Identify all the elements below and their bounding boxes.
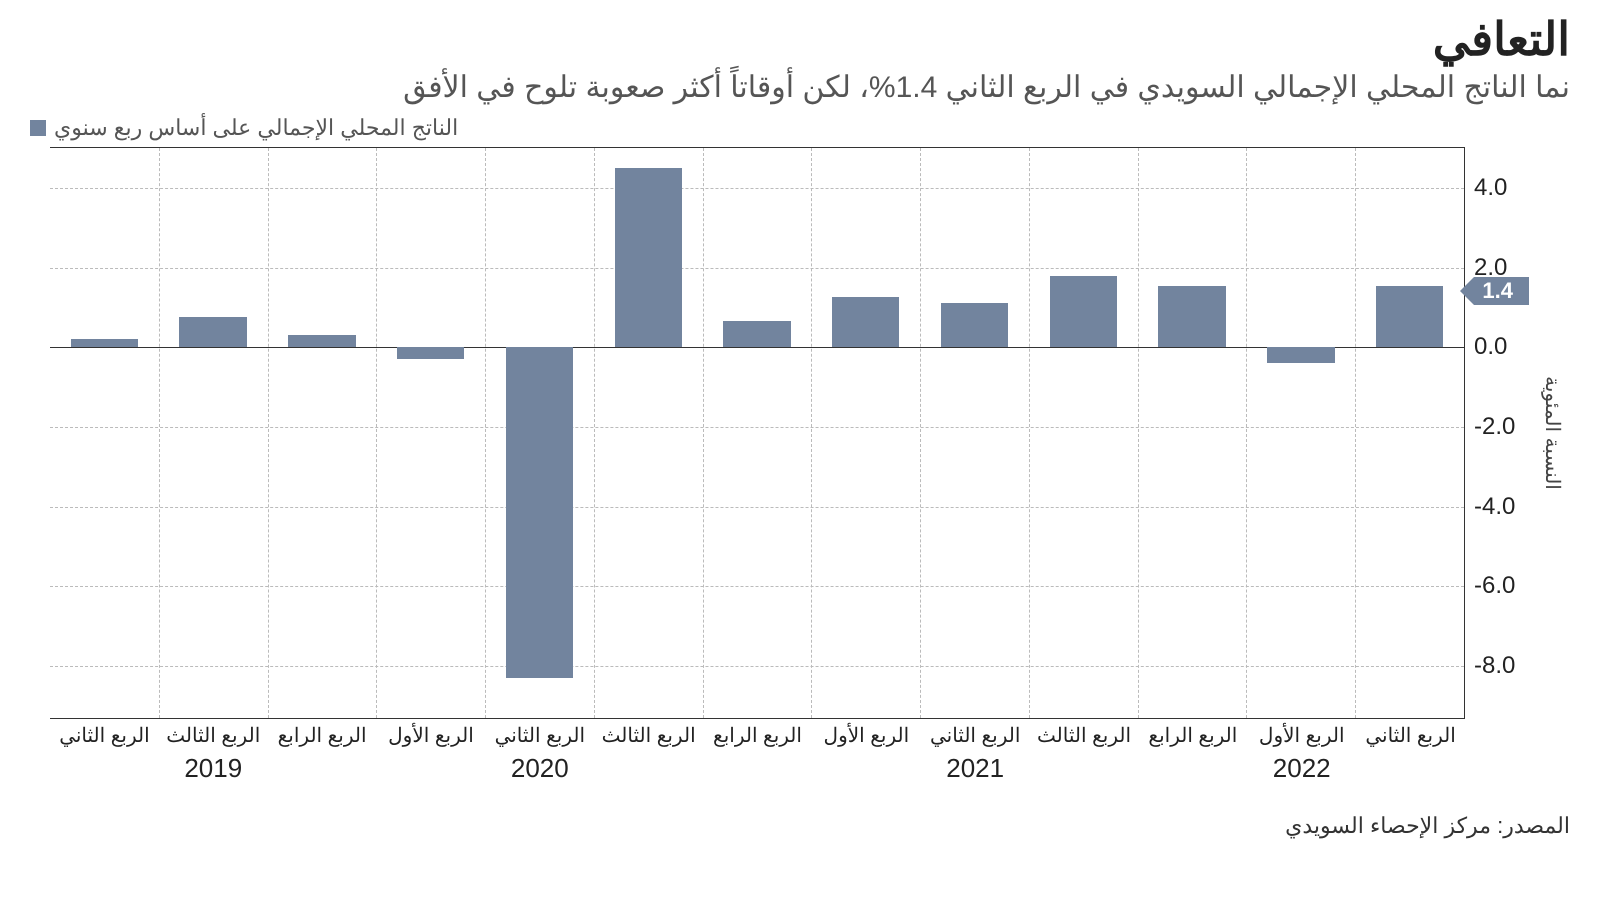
x-tick-quarter: الربع الأول bbox=[1259, 723, 1345, 748]
gridline-v bbox=[703, 148, 704, 718]
bar bbox=[397, 347, 464, 359]
legend-swatch bbox=[30, 120, 46, 136]
y-tick-label: -6.0 bbox=[1474, 572, 1534, 600]
bar bbox=[615, 168, 682, 347]
bar bbox=[941, 303, 1008, 347]
x-tick-quarter: الربع الثالث bbox=[1037, 723, 1131, 748]
chart-title: التعافي bbox=[30, 12, 1570, 66]
plot-area: النسبة المئوية 1.4 -8.0-6.0-4.0-2.00.02.… bbox=[50, 147, 1465, 719]
x-tick-quarter: الربع الأول bbox=[824, 723, 910, 748]
legend-label: الناتج المحلي الإجمالي على أساس ربع سنوي bbox=[54, 115, 458, 141]
x-tick-quarter: الربع الرابع bbox=[1148, 723, 1237, 748]
gridline-h bbox=[50, 507, 1464, 508]
y-tick-label: 2.0 bbox=[1474, 254, 1534, 282]
y-axis-label: النسبة المئوية bbox=[1540, 376, 1564, 490]
x-tick-quarter: الربع الثاني bbox=[1365, 723, 1455, 748]
bar bbox=[288, 335, 355, 347]
chart-subtitle: نما الناتج المحلي الإجمالي السويدي في ال… bbox=[30, 70, 1570, 105]
gridline-v bbox=[1138, 148, 1139, 718]
bar bbox=[1158, 286, 1225, 348]
bar bbox=[1267, 347, 1334, 363]
gridline-v bbox=[376, 148, 377, 718]
x-tick-quarter: الربع الثاني bbox=[59, 723, 149, 748]
bar bbox=[832, 297, 899, 347]
value-flag-text: 1.4 bbox=[1482, 278, 1513, 303]
x-tick-year: 2022 bbox=[1273, 753, 1331, 784]
x-tick-quarter: الربع الرابع bbox=[713, 723, 802, 748]
y-tick-label: 0.0 bbox=[1474, 333, 1534, 361]
gridline-h bbox=[50, 586, 1464, 587]
source-line: المصدر: مركز الإحصاء السويدي bbox=[30, 813, 1570, 839]
gridline-v bbox=[1355, 148, 1356, 718]
x-tick-year: 2019 bbox=[184, 753, 242, 784]
gridline-v bbox=[485, 148, 486, 718]
bar bbox=[723, 321, 790, 347]
gridline-h bbox=[50, 268, 1464, 269]
chart-container: النسبة المئوية 1.4 -8.0 -6.0 -4.0 -2.0 0.0 2.… bbox=[30, 147, 1570, 807]
bar bbox=[1376, 286, 1443, 348]
x-tick-quarter: الربع الأول bbox=[388, 723, 474, 748]
legend: الناتج المحلي الإجمالي على أساس ربع سنوي bbox=[30, 115, 1570, 141]
value-flag: 1.4 bbox=[1474, 277, 1529, 305]
x-axis-labels: الربع الثاني الربع الثالث 2019 الربع الرابع… bbox=[50, 719, 1465, 807]
x-tick-quarter: الربع الرابع bbox=[278, 723, 367, 748]
y-tick-label: -8.0 bbox=[1474, 652, 1534, 680]
gridline-v bbox=[594, 148, 595, 718]
gridline-v bbox=[159, 148, 160, 718]
gridline-v bbox=[268, 148, 269, 718]
gridline-h bbox=[50, 427, 1464, 428]
gridline-v bbox=[1246, 148, 1247, 718]
bar bbox=[179, 317, 246, 347]
x-tick-year: 2020 bbox=[511, 753, 569, 784]
x-tick-quarter: الربع الثالث bbox=[166, 723, 260, 748]
gridline-h bbox=[50, 188, 1464, 189]
gridline-v bbox=[811, 148, 812, 718]
gridline-v bbox=[920, 148, 921, 718]
bar bbox=[71, 339, 138, 347]
gridline-v bbox=[1029, 148, 1030, 718]
bar bbox=[1050, 276, 1117, 348]
y-tick-label: -4.0 bbox=[1474, 493, 1534, 521]
x-tick-year: 2021 bbox=[946, 753, 1004, 784]
gridline-h bbox=[50, 666, 1464, 667]
zero-line bbox=[50, 347, 1464, 348]
x-tick-quarter: الربع الثاني bbox=[930, 723, 1020, 748]
x-tick-quarter: الربع الثاني bbox=[495, 723, 585, 748]
x-tick-quarter: الربع الثالث bbox=[602, 723, 696, 748]
y-tick-label: -2.0 bbox=[1474, 413, 1534, 441]
y-tick-label: 4.0 bbox=[1474, 174, 1534, 202]
bar bbox=[506, 347, 573, 678]
